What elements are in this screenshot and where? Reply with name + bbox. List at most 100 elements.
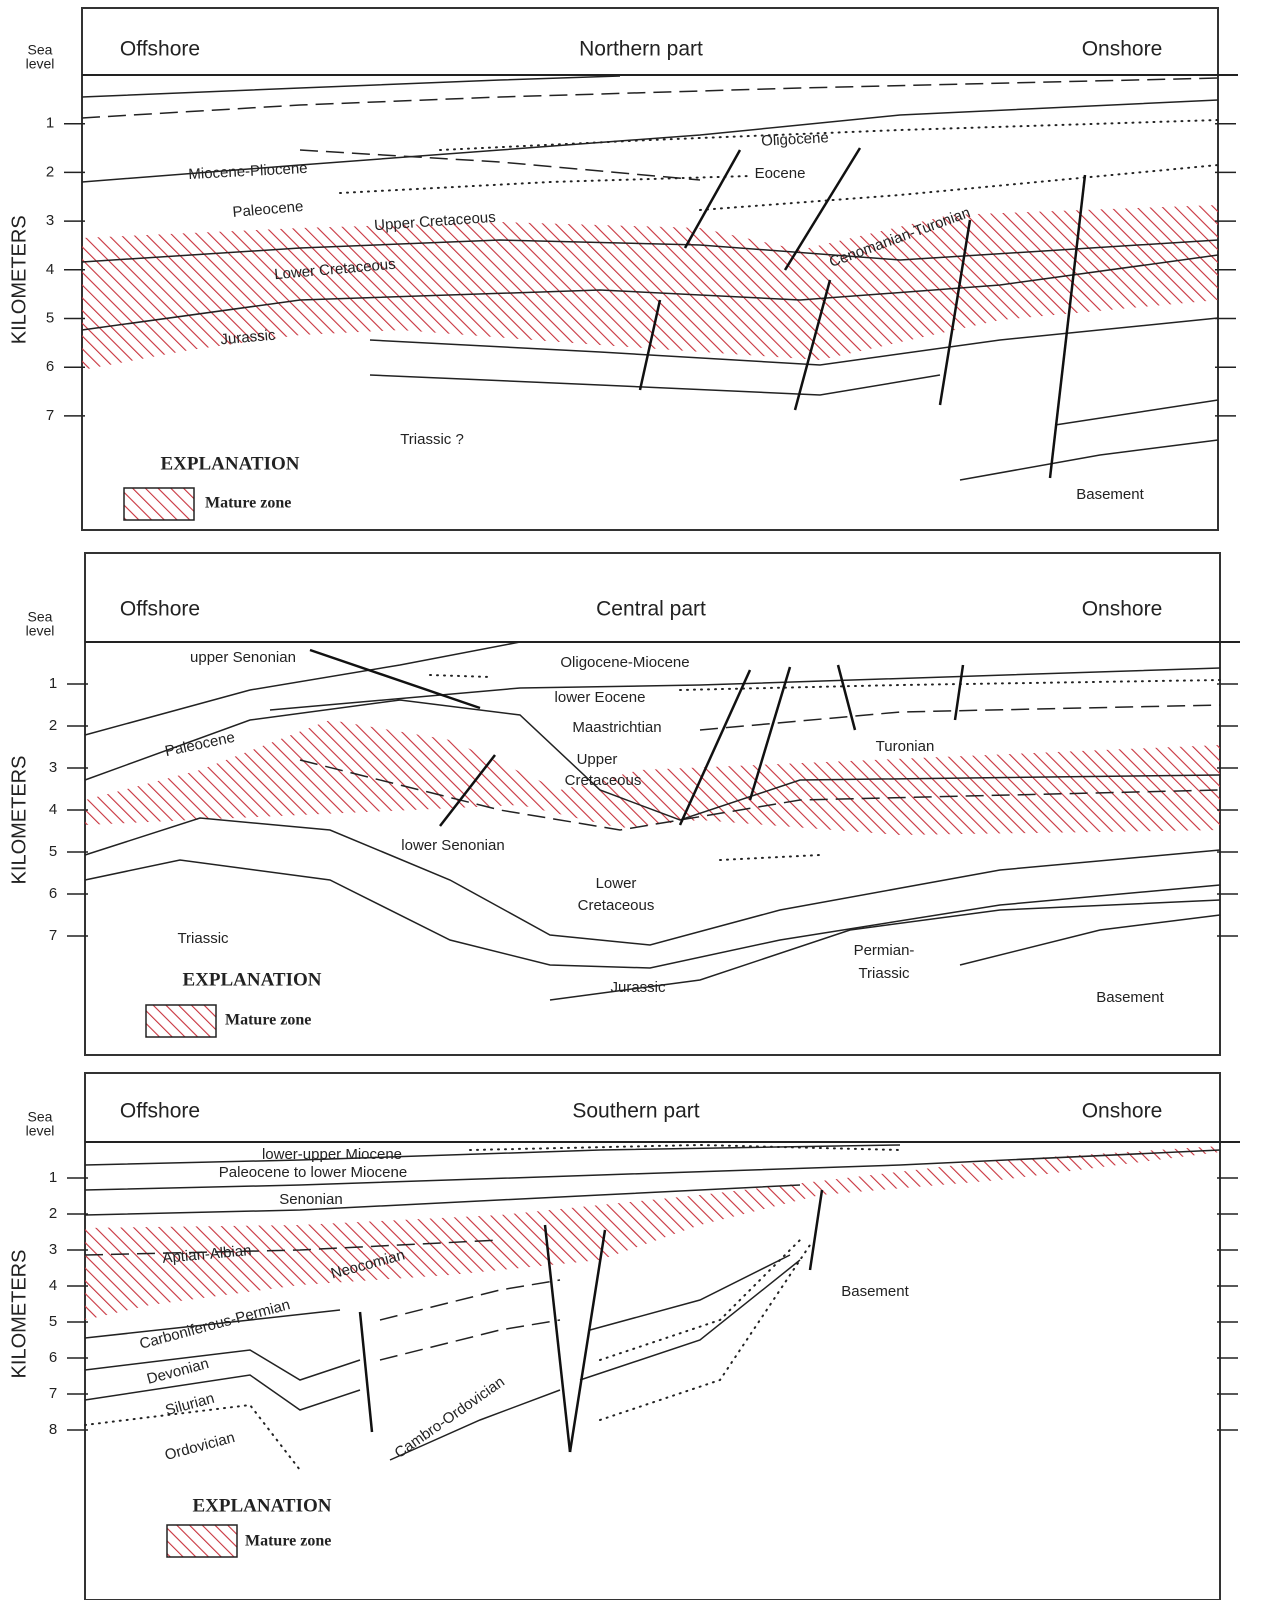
onshore-label: Onshore [1082, 1100, 1163, 1123]
axis-label: KILOMETERS [8, 756, 30, 885]
stratum-boundary [960, 915, 1220, 965]
depth-tick-label: 1 [46, 115, 54, 132]
fault [360, 1312, 372, 1432]
unit-label: Oligocene-Miocene [560, 654, 689, 671]
fault [838, 665, 855, 730]
sea-level-label: level [26, 623, 55, 639]
stratum-boundary [85, 642, 520, 735]
depth-tick-label: 1 [49, 675, 57, 692]
unit-label: Permian- [854, 942, 915, 959]
sandstone-layer [85, 1405, 300, 1470]
stratum-boundary [85, 1145, 900, 1165]
fault [810, 1190, 822, 1270]
legend-label: Mature zone [225, 1012, 311, 1029]
unit-label: Turonian [876, 738, 935, 755]
depth-tick-label: 8 [49, 1421, 57, 1438]
stratum-boundary [270, 668, 1220, 710]
unit-label: Cretaceous [565, 772, 642, 789]
unit-label: Jurassic [220, 327, 277, 349]
unit-label: Silurian [163, 1390, 216, 1419]
unit-label: Lower [596, 875, 637, 892]
legend-swatch [146, 1005, 216, 1037]
section-title: Northern part [579, 38, 703, 61]
unit-label: Carboniferous-Permian [138, 1296, 292, 1353]
stratum-boundary [85, 1375, 360, 1410]
unit-label: Basement [841, 1283, 909, 1300]
unit-label: Triassic ? [400, 431, 464, 448]
unit-label: lower Eocene [555, 689, 646, 706]
unit-label: Basement [1096, 989, 1164, 1006]
offshore-label: Offshore [120, 1100, 200, 1123]
depth-tick-label: 6 [49, 885, 57, 902]
depth-tick-label: 6 [49, 1349, 57, 1366]
section-title: Southern part [572, 1100, 699, 1123]
stratum-boundary [960, 440, 1218, 480]
dashed-boundary [300, 150, 700, 180]
unit-label: Jurassic [610, 979, 666, 996]
depth-tick-label: 5 [46, 309, 54, 326]
unit-label: Miocene-Pliocene [188, 160, 308, 183]
stratum-boundary [82, 76, 620, 97]
axis-label: KILOMETERS [8, 215, 30, 344]
unit-label: Cretaceous [578, 897, 655, 914]
depth-tick-label: 7 [46, 407, 54, 424]
sea-level-label: level [26, 1123, 55, 1139]
sandstone-layer [430, 675, 490, 677]
depth-tick-label: 4 [46, 261, 54, 278]
axis-label: KILOMETERS [8, 1250, 30, 1379]
depth-tick-label: 6 [46, 358, 54, 375]
panel: OffshoreSouthern partOnshoreSealevel1234… [8, 1073, 1240, 1600]
offshore-label: Offshore [120, 38, 200, 61]
depth-tick-label: 4 [49, 801, 57, 818]
stratum-boundary [580, 1260, 800, 1380]
unit-label: Paleocene [163, 729, 236, 760]
explanation-title: EXPLANATION [183, 969, 322, 990]
stratum-boundary [1055, 400, 1218, 425]
depth-tick-label: 2 [49, 717, 57, 734]
dashed-boundary [380, 1320, 560, 1360]
depth-tick-label: 4 [49, 1277, 57, 1294]
offshore-label: Offshore [120, 598, 200, 621]
unit-label: Maastrichtian [572, 719, 661, 736]
sandstone-layer [720, 855, 820, 860]
panel-frame [85, 1073, 1220, 1600]
sandstone-layer [680, 680, 1220, 690]
depth-tick-label: 7 [49, 1385, 57, 1402]
depth-tick-label: 3 [49, 1241, 57, 1258]
stratum-boundary [85, 818, 1220, 945]
fault [955, 665, 963, 720]
depth-tick-label: 5 [49, 843, 57, 860]
unit-label: Oligocene [761, 129, 829, 150]
legend-swatch [167, 1525, 237, 1557]
unit-label: Senonian [279, 1191, 342, 1208]
unit-label: Paleocene [232, 198, 304, 221]
unit-label: lower-upper Miocene [262, 1146, 402, 1163]
legend-label: Mature zone [205, 495, 291, 512]
dashed-boundary [380, 1280, 560, 1320]
unit-label: Upper [577, 751, 618, 768]
depth-tick-label: 3 [46, 212, 54, 229]
depth-tick-label: 2 [46, 163, 54, 180]
panel: OffshoreCentral partOnshoreSealevel12345… [8, 553, 1240, 1055]
onshore-label: Onshore [1082, 38, 1163, 61]
onshore-label: Onshore [1082, 598, 1163, 621]
dashed-boundary [82, 78, 1218, 118]
legend-label: Mature zone [245, 1533, 331, 1550]
sandstone-layer [600, 1245, 810, 1420]
sandstone-layer [340, 176, 750, 193]
depth-tick-label: 7 [49, 927, 57, 944]
legend-swatch [124, 488, 194, 520]
cross-sections: OffshoreNorthern partOnshoreSealevel1234… [0, 0, 1275, 1600]
section-title: Central part [596, 598, 706, 621]
unit-label: Basement [1076, 486, 1144, 503]
sea-level-label: level [26, 56, 55, 72]
depth-tick-label: 2 [49, 1205, 57, 1222]
unit-label: Triassic [858, 965, 910, 982]
depth-tick-label: 3 [49, 759, 57, 776]
explanation-title: EXPLANATION [193, 1495, 332, 1516]
unit-label: Ordovician [163, 1429, 237, 1464]
unit-label: Eocene [755, 165, 806, 182]
depth-tick-label: 5 [49, 1313, 57, 1330]
unit-label: Triassic [177, 930, 229, 947]
